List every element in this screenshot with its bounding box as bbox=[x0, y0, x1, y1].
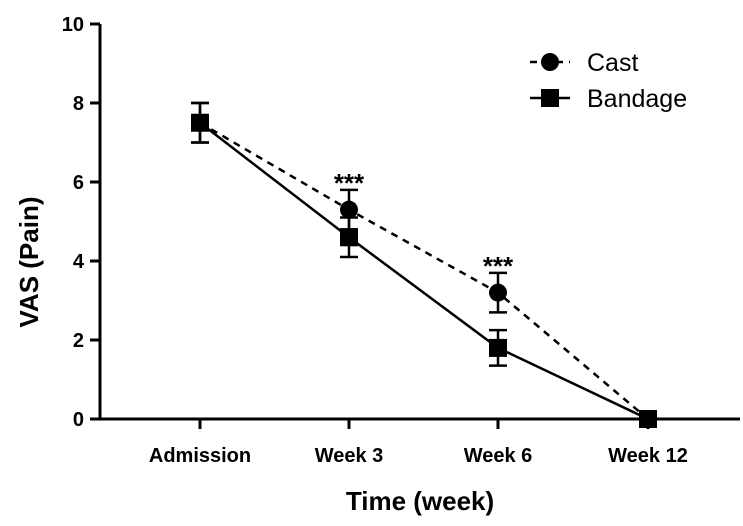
y-tick-label: 4 bbox=[73, 251, 85, 273]
data-point-cast bbox=[489, 283, 507, 302]
x-tick-label: Week 6 bbox=[464, 445, 533, 467]
data-point-bandage bbox=[639, 410, 657, 428]
series-line-cast bbox=[199, 121, 649, 420]
series-line-bandage bbox=[199, 121, 649, 421]
data-point-bandage bbox=[340, 228, 358, 247]
legend-label: Cast bbox=[587, 49, 638, 77]
y-tick-label: 8 bbox=[73, 93, 84, 115]
legend-item-bandage: Bandage bbox=[530, 85, 687, 113]
data-point-cast bbox=[340, 200, 358, 219]
x-axis-title: Time (week) bbox=[346, 486, 494, 516]
legend-label: Bandage bbox=[587, 85, 687, 113]
y-tick-label: 6 bbox=[73, 172, 84, 194]
legend-item-cast: Cast bbox=[530, 49, 638, 77]
y-tick-label: 10 bbox=[62, 14, 84, 36]
data-point-bandage bbox=[489, 338, 507, 357]
y-axis-title: VAS (Pain) bbox=[14, 197, 44, 328]
y-tick-label: 2 bbox=[73, 330, 84, 352]
axes: 0 2 4 6 8 10 Admission Week 3 Week 6 Week 12 bbox=[62, 14, 740, 467]
significance-annotation: *** bbox=[483, 251, 514, 281]
series-layer bbox=[191, 101, 657, 428]
x-tick-label: Week 12 bbox=[608, 445, 688, 467]
significance-annotation: *** bbox=[334, 168, 365, 198]
x-tick-label: Week 3 bbox=[315, 445, 384, 467]
legend-marker-bandage bbox=[541, 89, 559, 107]
annotation-layer: *** *** bbox=[334, 168, 514, 281]
legend: Cast Bandage bbox=[530, 49, 687, 113]
legend-marker-cast bbox=[541, 53, 559, 71]
series-cast bbox=[191, 101, 657, 428]
series-bandage bbox=[191, 101, 657, 428]
x-tick-label: Admission bbox=[149, 445, 251, 467]
y-tick-label: 0 bbox=[73, 409, 84, 431]
data-point-bandage bbox=[191, 113, 209, 132]
